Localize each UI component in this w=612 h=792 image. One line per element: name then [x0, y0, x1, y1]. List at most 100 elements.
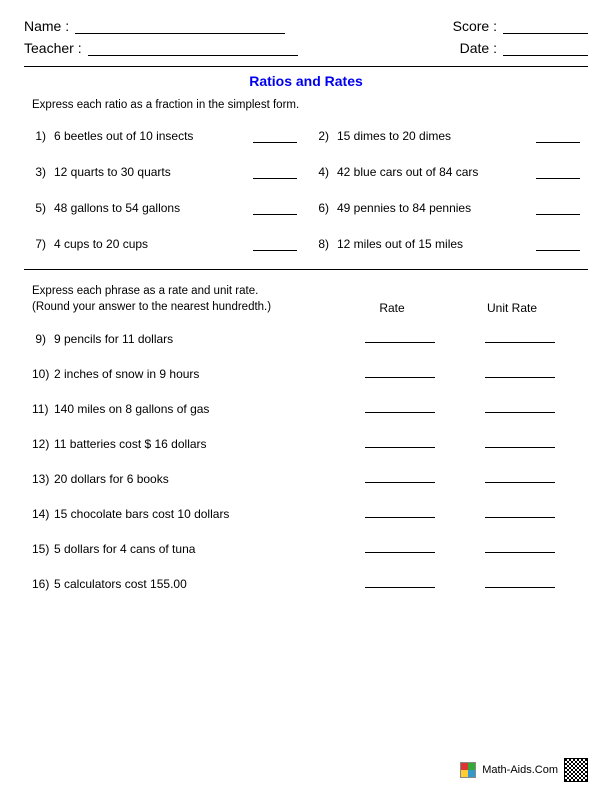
column-header-rate: Rate	[332, 301, 452, 315]
question-row: 14)15 chocolate bars cost 10 dollars	[32, 506, 580, 521]
question-number: 5)	[32, 201, 54, 215]
rate-cell	[340, 576, 460, 591]
unit-rate-blank[interactable]	[485, 366, 555, 378]
question-row: 16)5 calculators cost 155.00	[32, 576, 580, 591]
question-text: 12 miles out of 15 miles	[337, 237, 532, 251]
unit-rate-blank[interactable]	[485, 576, 555, 588]
answer-blank[interactable]	[536, 131, 580, 143]
unit-rate-cell	[460, 331, 580, 346]
unit-rate-blank[interactable]	[485, 506, 555, 518]
section2-list: 9)9 pencils for 11 dollars 10)2 inches of…	[24, 331, 588, 591]
section1-grid: 1)6 beetles out of 10 insects2)15 dimes …	[24, 129, 588, 251]
question-text: 2 inches of snow in 9 hours	[54, 367, 340, 381]
unit-rate-cell	[460, 366, 580, 381]
question-row: 2)15 dimes to 20 dimes	[315, 129, 580, 143]
question-text: 12 quarts to 30 quarts	[54, 165, 249, 179]
answer-blank[interactable]	[253, 239, 297, 251]
question-text: 11 batteries cost $ 16 dollars	[54, 437, 340, 451]
question-number: 1)	[32, 129, 54, 143]
question-number: 3)	[32, 165, 54, 179]
score-label: Score :	[453, 18, 503, 34]
divider-mid	[24, 269, 588, 270]
unit-rate-cell	[460, 471, 580, 486]
question-number: 6)	[315, 201, 337, 215]
question-row: 13)20 dollars for 6 books	[32, 471, 580, 486]
question-row: 8)12 miles out of 15 miles	[315, 237, 580, 251]
answer-blank[interactable]	[536, 203, 580, 215]
rate-cell	[340, 366, 460, 381]
question-row: 3)12 quarts to 30 quarts	[32, 165, 297, 179]
unit-rate-cell	[460, 541, 580, 556]
question-text: 20 dollars for 6 books	[54, 472, 340, 486]
header-row-2: Teacher : Date :	[24, 40, 588, 56]
question-row: 7)4 cups to 20 cups	[32, 237, 297, 251]
name-field: Name :	[24, 18, 285, 34]
question-number: 7)	[32, 237, 54, 251]
footer-logo-icon	[460, 762, 476, 778]
unit-rate-cell	[460, 506, 580, 521]
rate-blank[interactable]	[365, 331, 435, 343]
section2-instr-line2: (Round your answer to the nearest hundre…	[32, 301, 271, 313]
question-number: 10)	[32, 367, 54, 381]
question-text: 49 pennies to 84 pennies	[337, 201, 532, 215]
question-row: 12)11 batteries cost $ 16 dollars	[32, 436, 580, 451]
answer-blank[interactable]	[253, 131, 297, 143]
question-number: 11)	[32, 402, 54, 416]
section1-instructions: Express each ratio as a fraction in the …	[32, 99, 588, 111]
date-blank[interactable]	[503, 42, 588, 56]
column-header-unit-rate: Unit Rate	[452, 301, 572, 315]
question-number: 12)	[32, 437, 54, 451]
rate-blank[interactable]	[365, 401, 435, 413]
rate-blank[interactable]	[365, 471, 435, 483]
score-blank[interactable]	[503, 20, 588, 34]
answer-blank[interactable]	[536, 167, 580, 179]
unit-rate-cell	[460, 576, 580, 591]
question-text: 4 cups to 20 cups	[54, 237, 249, 251]
footer-site: Math-Aids.Com	[482, 764, 558, 776]
name-blank[interactable]	[75, 20, 285, 34]
rate-cell	[340, 541, 460, 556]
question-number: 14)	[32, 507, 54, 521]
question-number: 2)	[315, 129, 337, 143]
question-text: 15 chocolate bars cost 10 dollars	[54, 507, 340, 521]
unit-rate-cell	[460, 401, 580, 416]
unit-rate-cell	[460, 436, 580, 451]
question-text: 15 dimes to 20 dimes	[337, 129, 532, 143]
question-number: 13)	[32, 472, 54, 486]
question-text: 5 calculators cost 155.00	[54, 577, 340, 591]
question-text: 42 blue cars out of 84 cars	[337, 165, 532, 179]
rate-cell	[340, 401, 460, 416]
date-field: Date :	[460, 40, 588, 56]
footer: Math-Aids.Com	[460, 758, 588, 782]
rate-blank[interactable]	[365, 541, 435, 553]
teacher-label: Teacher :	[24, 40, 88, 56]
question-row: 5)48 gallons to 54 gallons	[32, 201, 297, 215]
rate-blank[interactable]	[365, 576, 435, 588]
rate-cell	[340, 436, 460, 451]
unit-rate-blank[interactable]	[485, 331, 555, 343]
question-row: 4)42 blue cars out of 84 cars	[315, 165, 580, 179]
question-row: 11)140 miles on 8 gallons of gas	[32, 401, 580, 416]
unit-rate-blank[interactable]	[485, 436, 555, 448]
answer-blank[interactable]	[536, 239, 580, 251]
page-title: Ratios and Rates	[24, 73, 588, 89]
name-label: Name :	[24, 18, 75, 34]
unit-rate-blank[interactable]	[485, 401, 555, 413]
section2-instr-line1: Express each phrase as a rate and unit r…	[32, 285, 258, 297]
question-number: 16)	[32, 577, 54, 591]
question-text: 140 miles on 8 gallons of gas	[54, 402, 340, 416]
unit-rate-blank[interactable]	[485, 471, 555, 483]
question-row: 9)9 pencils for 11 dollars	[32, 331, 580, 346]
question-number: 4)	[315, 165, 337, 179]
score-field: Score :	[453, 18, 588, 34]
rate-blank[interactable]	[365, 436, 435, 448]
date-label: Date :	[460, 40, 503, 56]
teacher-blank[interactable]	[88, 42, 298, 56]
rate-blank[interactable]	[365, 506, 435, 518]
answer-blank[interactable]	[253, 167, 297, 179]
question-row: 10)2 inches of snow in 9 hours	[32, 366, 580, 381]
answer-blank[interactable]	[253, 203, 297, 215]
unit-rate-blank[interactable]	[485, 541, 555, 553]
rate-blank[interactable]	[365, 366, 435, 378]
divider-top	[24, 66, 588, 67]
